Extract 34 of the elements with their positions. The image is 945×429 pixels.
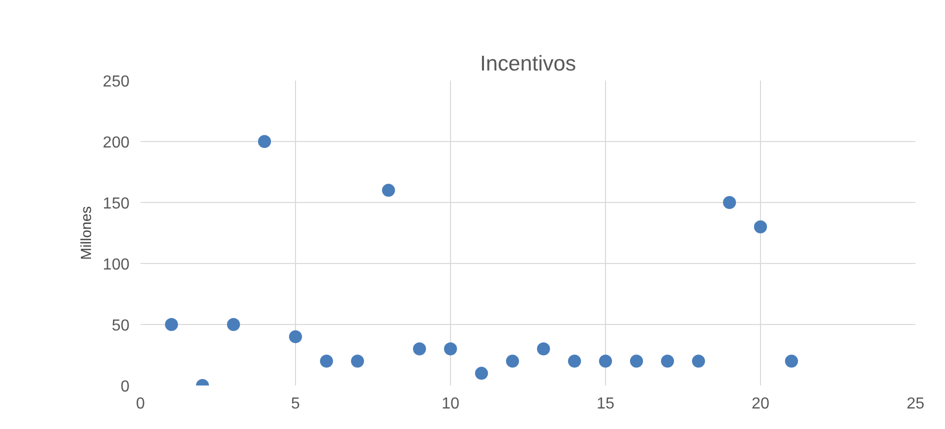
point [475,366,488,380]
point [599,354,612,368]
point [661,354,674,368]
point [382,184,395,197]
x-tick-label: 0 [136,396,146,412]
point [413,342,426,356]
y-axis-title: Millones [78,206,95,260]
x-tick-label: 15 [596,396,614,412]
chart-title: Incentivos [480,52,576,76]
x-tick-label: 20 [752,396,770,412]
point [258,135,271,148]
point [630,354,643,368]
x-tick-label: 5 [291,396,300,412]
point [444,342,457,356]
point [537,342,550,356]
x-tick-label: 10 [442,396,460,412]
point [227,318,240,331]
point [165,318,178,331]
point [785,354,798,368]
point [351,354,364,368]
point [754,220,767,234]
point [506,354,519,368]
point [723,196,736,209]
y-tick-label: 250 [102,74,130,90]
y-tick-label: 100 [102,256,130,274]
point [320,354,333,368]
point [692,354,705,368]
point [289,330,302,344]
y-tick-label: 150 [102,196,130,212]
y-tick-label: 0 [120,378,130,396]
y-tick-label: 50 [112,318,130,334]
point [568,354,581,368]
y-tick-label: 200 [102,134,130,152]
x-tick-label: 25 [906,396,924,412]
